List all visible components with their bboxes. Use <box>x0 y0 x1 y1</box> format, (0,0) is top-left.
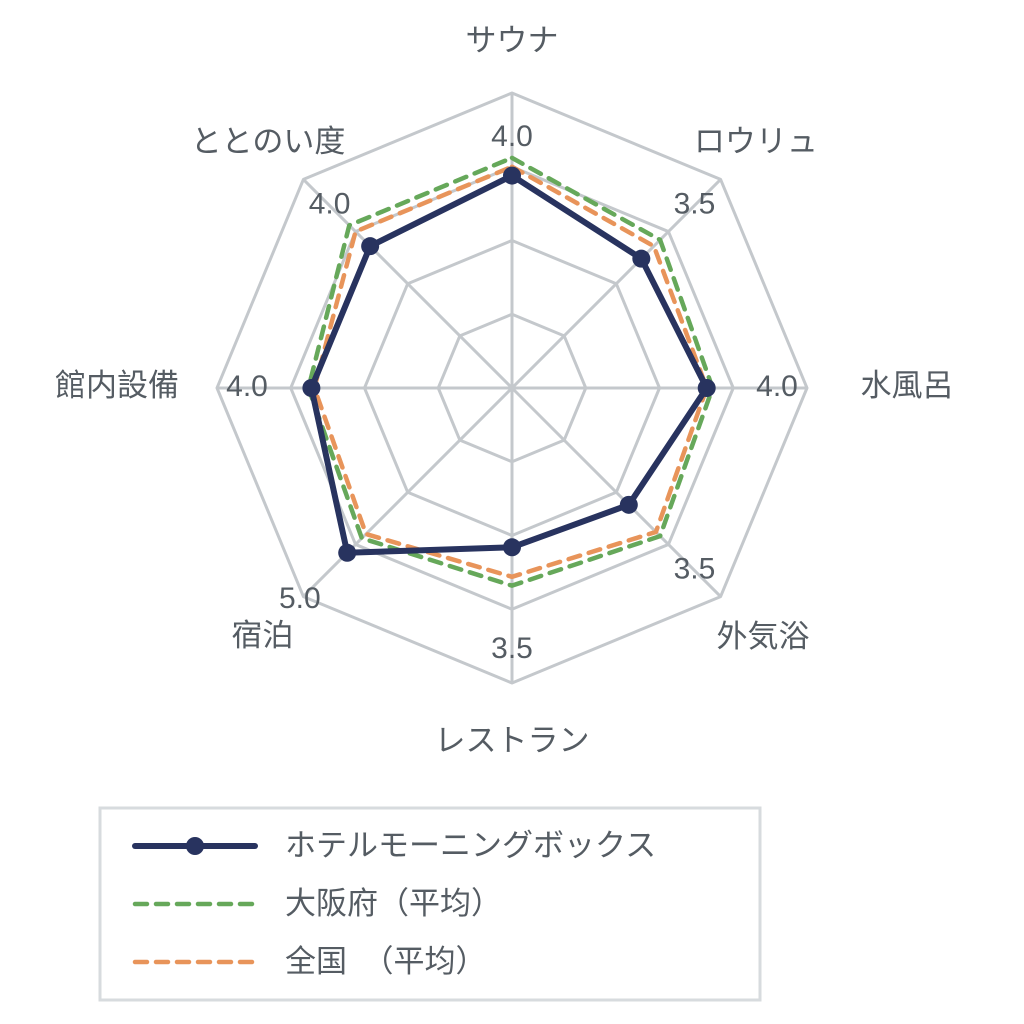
axis-label: レストラン <box>435 723 590 758</box>
series-marker <box>361 237 379 255</box>
series-marker <box>302 379 320 397</box>
series-marker <box>338 544 356 562</box>
axis-value-label: 4.0 <box>309 187 351 220</box>
chart-legend: ホテルモーニングボックス大阪府（平均） 全国 （平均） <box>100 808 760 1000</box>
series-marker <box>698 379 716 397</box>
legend-label: 大阪府（平均） <box>285 886 502 921</box>
axis-value-label: 4.0 <box>756 370 798 403</box>
axis-label: 外気浴 <box>717 619 810 654</box>
series-marker <box>620 496 638 514</box>
axis-value-label: 5.0 <box>279 582 321 615</box>
axis-value-label: 3.5 <box>674 187 716 220</box>
axis-value-label: 4.0 <box>491 120 533 153</box>
axis-label: 宿泊 <box>231 618 293 653</box>
axis-label: ととのい度 <box>191 124 346 159</box>
radar-chart-svg: サウナロウリュ水風呂外気浴レストラン 宿泊 館内設備 ととのい度 4.0 3.5 4.0 3.… <box>0 0 1024 1024</box>
axis-label: ロウリュ <box>694 124 818 159</box>
axis-label: サウナ <box>466 23 559 58</box>
axis-label: 水風呂 <box>861 368 954 403</box>
axis-value-label: 4.0 <box>226 370 268 403</box>
legend-label: 全国 （平均） <box>285 944 487 979</box>
axis-value-label: 3.5 <box>491 632 533 665</box>
legend-swatch-marker <box>186 837 204 855</box>
series-marker <box>503 167 521 185</box>
series-marker <box>632 250 650 268</box>
axis-value-label: 3.5 <box>674 552 716 585</box>
series-marker <box>503 538 521 556</box>
legend-label: ホテルモーニングボックス <box>285 828 656 863</box>
axis-label: 館内設備 <box>55 368 179 403</box>
radar-chart-container: サウナロウリュ水風呂外気浴レストラン 宿泊 館内設備 ととのい度 4.0 3.5 4.0 3.… <box>0 0 1024 1024</box>
